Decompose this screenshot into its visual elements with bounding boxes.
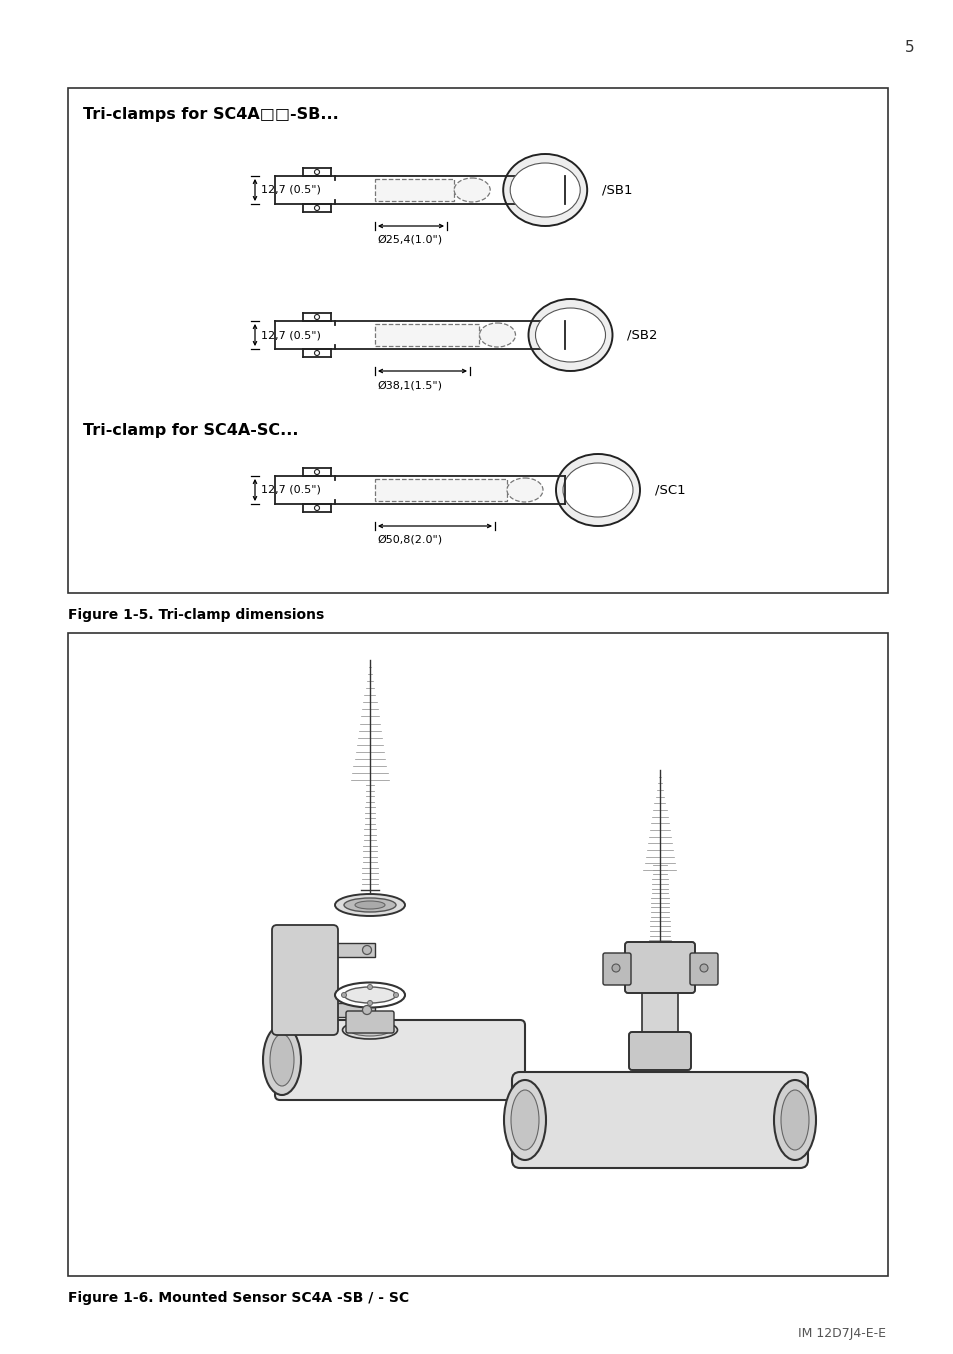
Text: 5: 5	[904, 41, 914, 56]
Ellipse shape	[511, 1090, 538, 1150]
Bar	[68, 88, 887, 593]
Ellipse shape	[335, 983, 405, 1007]
Ellipse shape	[454, 177, 490, 202]
Ellipse shape	[362, 945, 371, 955]
FancyBboxPatch shape	[624, 942, 695, 992]
FancyBboxPatch shape	[274, 1020, 524, 1099]
Text: Tri-clamps for SC4A□□-SB...: Tri-clamps for SC4A□□-SB...	[83, 107, 338, 122]
Ellipse shape	[528, 299, 612, 371]
FancyBboxPatch shape	[512, 1072, 807, 1169]
FancyBboxPatch shape	[272, 925, 337, 1034]
Ellipse shape	[341, 992, 346, 998]
Bar	[375, 479, 506, 501]
Text: Ø38,1(1.5"): Ø38,1(1.5")	[376, 380, 441, 390]
Text: IM 12D7J4-E-E: IM 12D7J4-E-E	[797, 1327, 885, 1340]
Ellipse shape	[367, 1001, 372, 1006]
Ellipse shape	[350, 1024, 390, 1036]
Text: Figure 1-5. Tri-clamp dimensions: Figure 1-5. Tri-clamp dimensions	[68, 608, 324, 621]
Ellipse shape	[314, 314, 319, 320]
Bar	[375, 324, 479, 347]
Ellipse shape	[335, 894, 405, 917]
FancyBboxPatch shape	[346, 1011, 394, 1033]
Ellipse shape	[503, 1080, 545, 1160]
Ellipse shape	[773, 1080, 815, 1160]
Ellipse shape	[342, 1021, 397, 1039]
Ellipse shape	[314, 351, 319, 356]
Bar	[68, 634, 887, 1275]
Ellipse shape	[535, 307, 605, 362]
Text: Figure 1-6. Mounted Sensor SC4A -SB / - SC: Figure 1-6. Mounted Sensor SC4A -SB / - …	[68, 1290, 409, 1305]
Ellipse shape	[314, 505, 319, 510]
Ellipse shape	[362, 1006, 371, 1014]
Ellipse shape	[314, 169, 319, 175]
Ellipse shape	[700, 964, 707, 972]
Text: Tri-clamp for SC4A-SC...: Tri-clamp for SC4A-SC...	[83, 422, 298, 437]
Ellipse shape	[263, 1025, 301, 1095]
Ellipse shape	[502, 154, 587, 226]
Bar	[641, 990, 678, 1045]
Text: /SB1: /SB1	[601, 184, 632, 196]
Bar	[325, 942, 375, 957]
Ellipse shape	[314, 470, 319, 474]
Text: Ø25,4(1.0"): Ø25,4(1.0")	[376, 236, 441, 245]
Bar	[325, 1003, 375, 1017]
Ellipse shape	[367, 984, 372, 990]
Text: 12,7 (0.5"): 12,7 (0.5")	[261, 330, 320, 340]
Ellipse shape	[314, 206, 319, 210]
Text: /SB2: /SB2	[627, 329, 658, 341]
Ellipse shape	[506, 478, 542, 502]
Text: Ø50,8(2.0"): Ø50,8(2.0")	[376, 535, 441, 546]
Ellipse shape	[781, 1090, 808, 1150]
Ellipse shape	[344, 898, 395, 913]
Ellipse shape	[344, 987, 395, 1003]
FancyBboxPatch shape	[602, 953, 630, 984]
Ellipse shape	[510, 162, 579, 217]
Ellipse shape	[479, 324, 515, 347]
Ellipse shape	[562, 463, 633, 517]
Ellipse shape	[270, 1034, 294, 1086]
Text: /SC1: /SC1	[655, 483, 685, 497]
Text: 12,7 (0.5"): 12,7 (0.5")	[261, 485, 320, 496]
Ellipse shape	[355, 900, 385, 909]
FancyBboxPatch shape	[628, 1032, 690, 1070]
Bar	[375, 179, 454, 200]
FancyBboxPatch shape	[689, 953, 718, 984]
Ellipse shape	[393, 992, 398, 998]
Ellipse shape	[556, 454, 639, 525]
Text: 12,7 (0.5"): 12,7 (0.5")	[261, 185, 320, 195]
Ellipse shape	[612, 964, 619, 972]
